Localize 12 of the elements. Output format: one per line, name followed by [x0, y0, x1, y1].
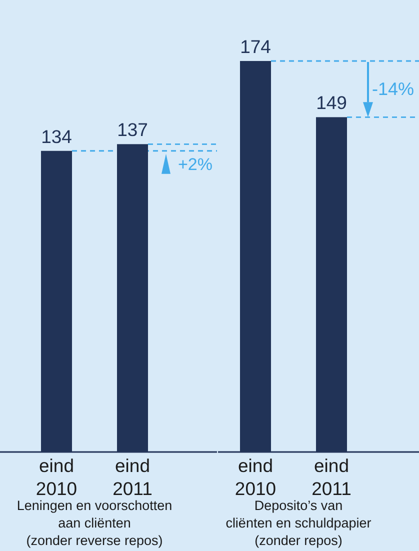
x-axis-title: Deposito’s van cliënten en schuldpapier (zonder repos)	[226, 498, 372, 548]
data-label: 134	[41, 126, 72, 147]
x-tick-label: eind 2010	[234, 455, 276, 499]
annotation: +2%	[178, 154, 212, 174]
data-label: 137	[117, 119, 148, 140]
data-label: 149	[316, 92, 347, 114]
data-label: 174	[240, 36, 271, 57]
x-axis-title: Leningen en voorschotten aan cliënten (zonder reverse repos)	[16, 498, 172, 548]
x-tick-label: eind 2011	[112, 455, 152, 499]
annotation: -14%	[372, 79, 414, 100]
x-tick-label: eind 2011	[312, 455, 352, 499]
x-tick-label: eind 2010	[36, 455, 78, 499]
